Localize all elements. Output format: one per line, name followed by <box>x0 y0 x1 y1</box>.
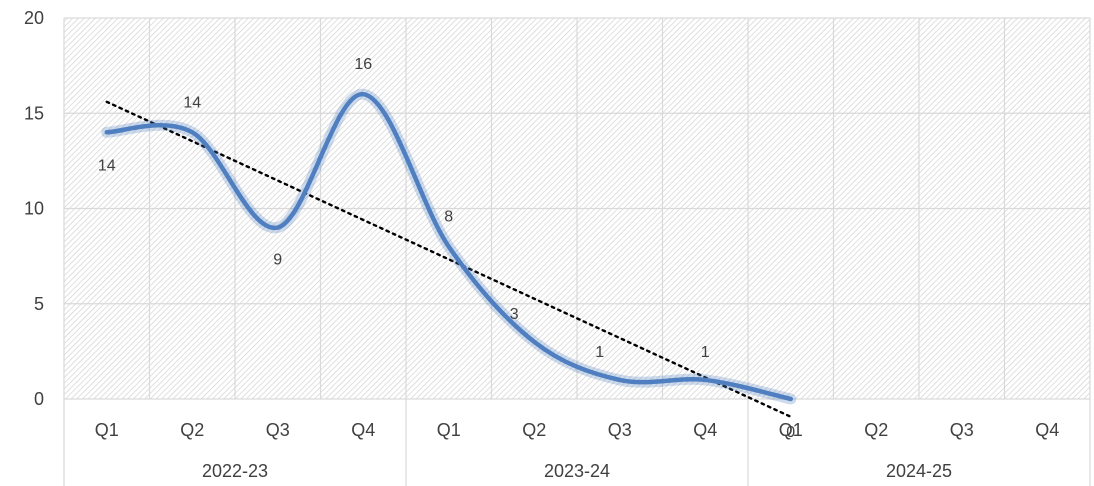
group-label: 2024-25 <box>886 461 952 481</box>
x-tick-label: Q1 <box>95 420 119 440</box>
y-tick-label: 0 <box>34 389 44 409</box>
data-label: 3 <box>510 306 519 323</box>
trendline <box>105 100 792 418</box>
group-label: 2022-23 <box>202 461 268 481</box>
data-label: 0 <box>786 424 795 441</box>
gridlines <box>63 17 1091 399</box>
y-tick-label: 5 <box>34 294 44 314</box>
data-label: 14 <box>98 157 116 174</box>
x-tick-label: Q3 <box>266 420 290 440</box>
x-tick-label: Q2 <box>864 420 888 440</box>
y-tick-label: 15 <box>24 103 44 123</box>
trendline-segment <box>105 100 792 418</box>
data-label: 1 <box>701 344 710 361</box>
x-tick-label: Q4 <box>351 420 375 440</box>
data-label: 9 <box>273 252 282 269</box>
group-label: 2023-24 <box>544 461 610 481</box>
x-tick-label: Q4 <box>1035 420 1059 440</box>
x-tick-label: Q3 <box>950 420 974 440</box>
x-tick-label: Q2 <box>522 420 546 440</box>
data-label: 16 <box>354 56 372 73</box>
data-label: 14 <box>183 94 201 111</box>
x-tick-label: Q4 <box>693 420 717 440</box>
series-line <box>104 91 793 402</box>
y-tick-label: 10 <box>24 199 44 219</box>
x-tick-label: Q1 <box>779 420 803 440</box>
data-labels: 14 14 9 16 8 3 1 1 0 <box>98 56 795 441</box>
data-label: 1 <box>595 344 604 361</box>
x-tick-label: Q2 <box>180 420 204 440</box>
y-tick-label: 20 <box>24 8 44 28</box>
x-tick-label: Q1 <box>437 420 461 440</box>
x-tick-label: Q3 <box>608 420 632 440</box>
series-group <box>101 88 797 405</box>
data-label: 8 <box>444 209 453 226</box>
